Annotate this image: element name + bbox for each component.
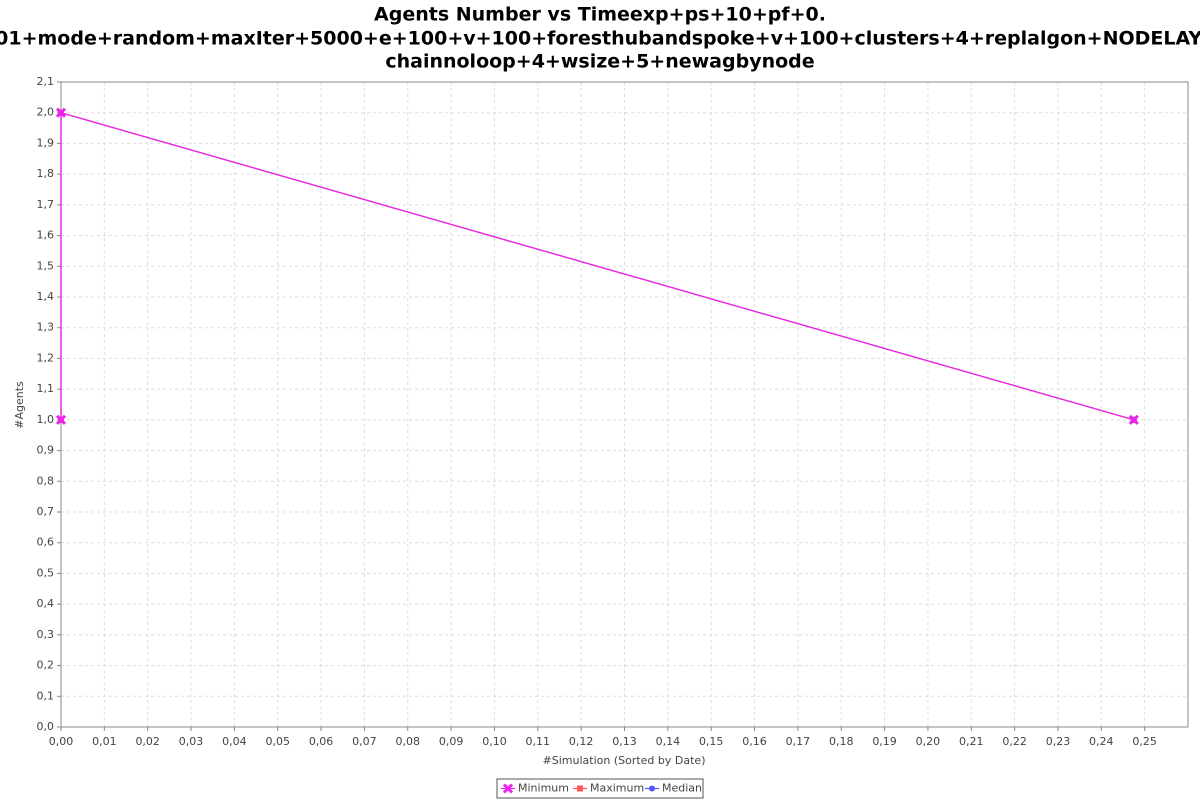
y-tick-label: 2,1 <box>37 75 55 88</box>
x-tick-label: 0,03 <box>179 735 204 748</box>
x-tick-label: 0,05 <box>265 735 290 748</box>
y-tick-label: 1,1 <box>37 382 55 395</box>
y-tick-label: 1,9 <box>37 136 55 149</box>
x-tick-label: 0,02 <box>135 735 160 748</box>
x-tick-label: 0,23 <box>1046 735 1071 748</box>
marker <box>649 785 655 792</box>
x-tick-label: 0,14 <box>656 735 681 748</box>
x-tick-label: 0,08 <box>396 735 421 748</box>
x-tick-label: 0,24 <box>1089 735 1114 748</box>
legend-label: Median <box>662 782 702 795</box>
marker <box>577 785 583 792</box>
y-tick-label: 1,2 <box>37 351 55 364</box>
y-tick-label: 1,4 <box>37 290 55 303</box>
y-tick-label: 1,0 <box>37 413 55 426</box>
legend-label: Maximum <box>590 782 644 795</box>
x-tick-label: 0,20 <box>916 735 941 748</box>
chart-title: chainnoloop+4+wsize+5+newagbynode <box>385 51 814 73</box>
y-tick-label: 1,6 <box>37 229 55 242</box>
y-axis-label: #Agents <box>13 381 26 429</box>
chart-title: Agents Number vs Timeexp+ps+10+pf+0. <box>374 4 826 26</box>
x-tick-label: 0,11 <box>526 735 551 748</box>
x-tick-label: 0,01 <box>92 735 117 748</box>
y-tick-label: 2,0 <box>37 106 55 119</box>
legend <box>496 778 704 799</box>
y-tick-label: 0,5 <box>37 566 55 579</box>
chart-title: 001+mode+random+maxIter+5000+e+100+v+100… <box>0 28 1200 50</box>
x-tick-label: 0,00 <box>49 735 74 748</box>
x-tick-label: 0,07 <box>352 735 377 748</box>
x-tick-label: 0,21 <box>959 735 984 748</box>
y-tick-label: 0,4 <box>37 597 55 610</box>
y-tick-label: 1,8 <box>37 167 55 180</box>
x-tick-label: 0,10 <box>482 735 507 748</box>
x-tick-label: 0,16 <box>742 735 767 748</box>
x-tick-label: 0,17 <box>786 735 811 748</box>
x-tick-label: 0,13 <box>612 735 637 748</box>
x-tick-label: 0,22 <box>1002 735 1027 748</box>
marker <box>55 107 67 118</box>
y-tick-label: 0,9 <box>37 444 55 457</box>
x-tick-label: 0,04 <box>222 735 247 748</box>
x-tick-label: 0,19 <box>872 735 897 748</box>
marker <box>55 414 67 425</box>
y-tick-label: 1,7 <box>37 198 55 211</box>
legend-items: Minimum Maximum Median <box>501 782 702 795</box>
y-tick-label: 0,1 <box>37 689 55 702</box>
y-tick-label: 0,8 <box>37 474 55 487</box>
x-tick-label: 0,25 <box>1132 735 1157 748</box>
x-tick-label: 0,06 <box>309 735 334 748</box>
y-tick-label: 0,3 <box>37 628 55 641</box>
x-axis-label: #Simulation (Sorted by Date) <box>543 754 706 767</box>
y-tick-label: 0,2 <box>37 659 55 672</box>
marker <box>1128 414 1139 425</box>
x-tick-label: 0,18 <box>829 735 854 748</box>
y-tick-label: 0,6 <box>37 536 55 549</box>
legend-label: Minimum <box>518 782 569 795</box>
y-tick-label: 1,3 <box>37 321 55 334</box>
x-tick-label: 0,09 <box>439 735 464 748</box>
x-tick-label: 0,15 <box>699 735 724 748</box>
y-tick-label: 0,0 <box>37 720 55 733</box>
y-tick-label: 0,7 <box>37 505 55 518</box>
marker <box>502 783 514 794</box>
y-tick-label: 1,5 <box>37 259 55 272</box>
plot <box>55 107 1139 425</box>
x-tick-label: 0,12 <box>569 735 594 748</box>
